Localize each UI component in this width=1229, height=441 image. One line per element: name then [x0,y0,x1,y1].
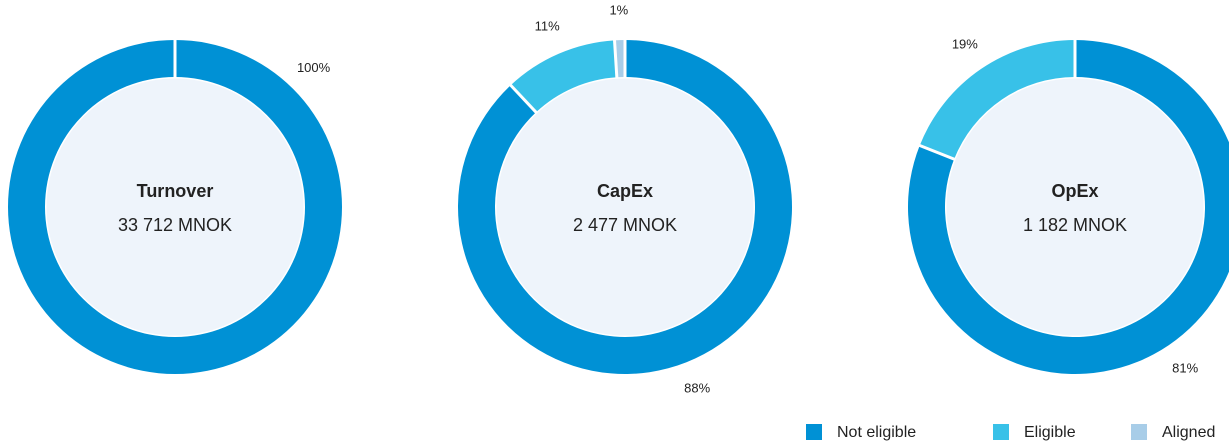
chart-title: OpEx [1051,181,1098,201]
donut-center [46,78,304,336]
chart-title: CapEx [597,181,653,201]
segment-separator [612,39,619,79]
legend-swatch [993,424,1009,440]
chart-subtitle: 2 477 MNOK [573,215,677,235]
legend-label: Aligned [1162,424,1215,441]
segment-separator [918,143,956,161]
chart-title: Turnover [137,181,214,201]
donut-segment [510,40,617,113]
legend-label: Not eligible [837,424,916,441]
data-label: 1% [609,3,628,18]
donut-center [496,78,754,336]
legend-label: Eligible [1024,424,1076,441]
chart-subtitle: 33 712 MNOK [118,215,232,235]
data-label: 88% [684,381,710,396]
donut-center [946,78,1204,336]
data-label: 11% [535,19,560,34]
legend-swatch [806,424,822,440]
data-label: 81% [1172,361,1198,376]
data-label: 100% [297,60,331,75]
data-label: 19% [952,36,978,51]
legend-swatch [1131,424,1147,440]
donut-segment [919,40,1075,160]
chart-subtitle: 1 182 MNOK [1023,215,1127,235]
segment-separator [508,83,538,114]
